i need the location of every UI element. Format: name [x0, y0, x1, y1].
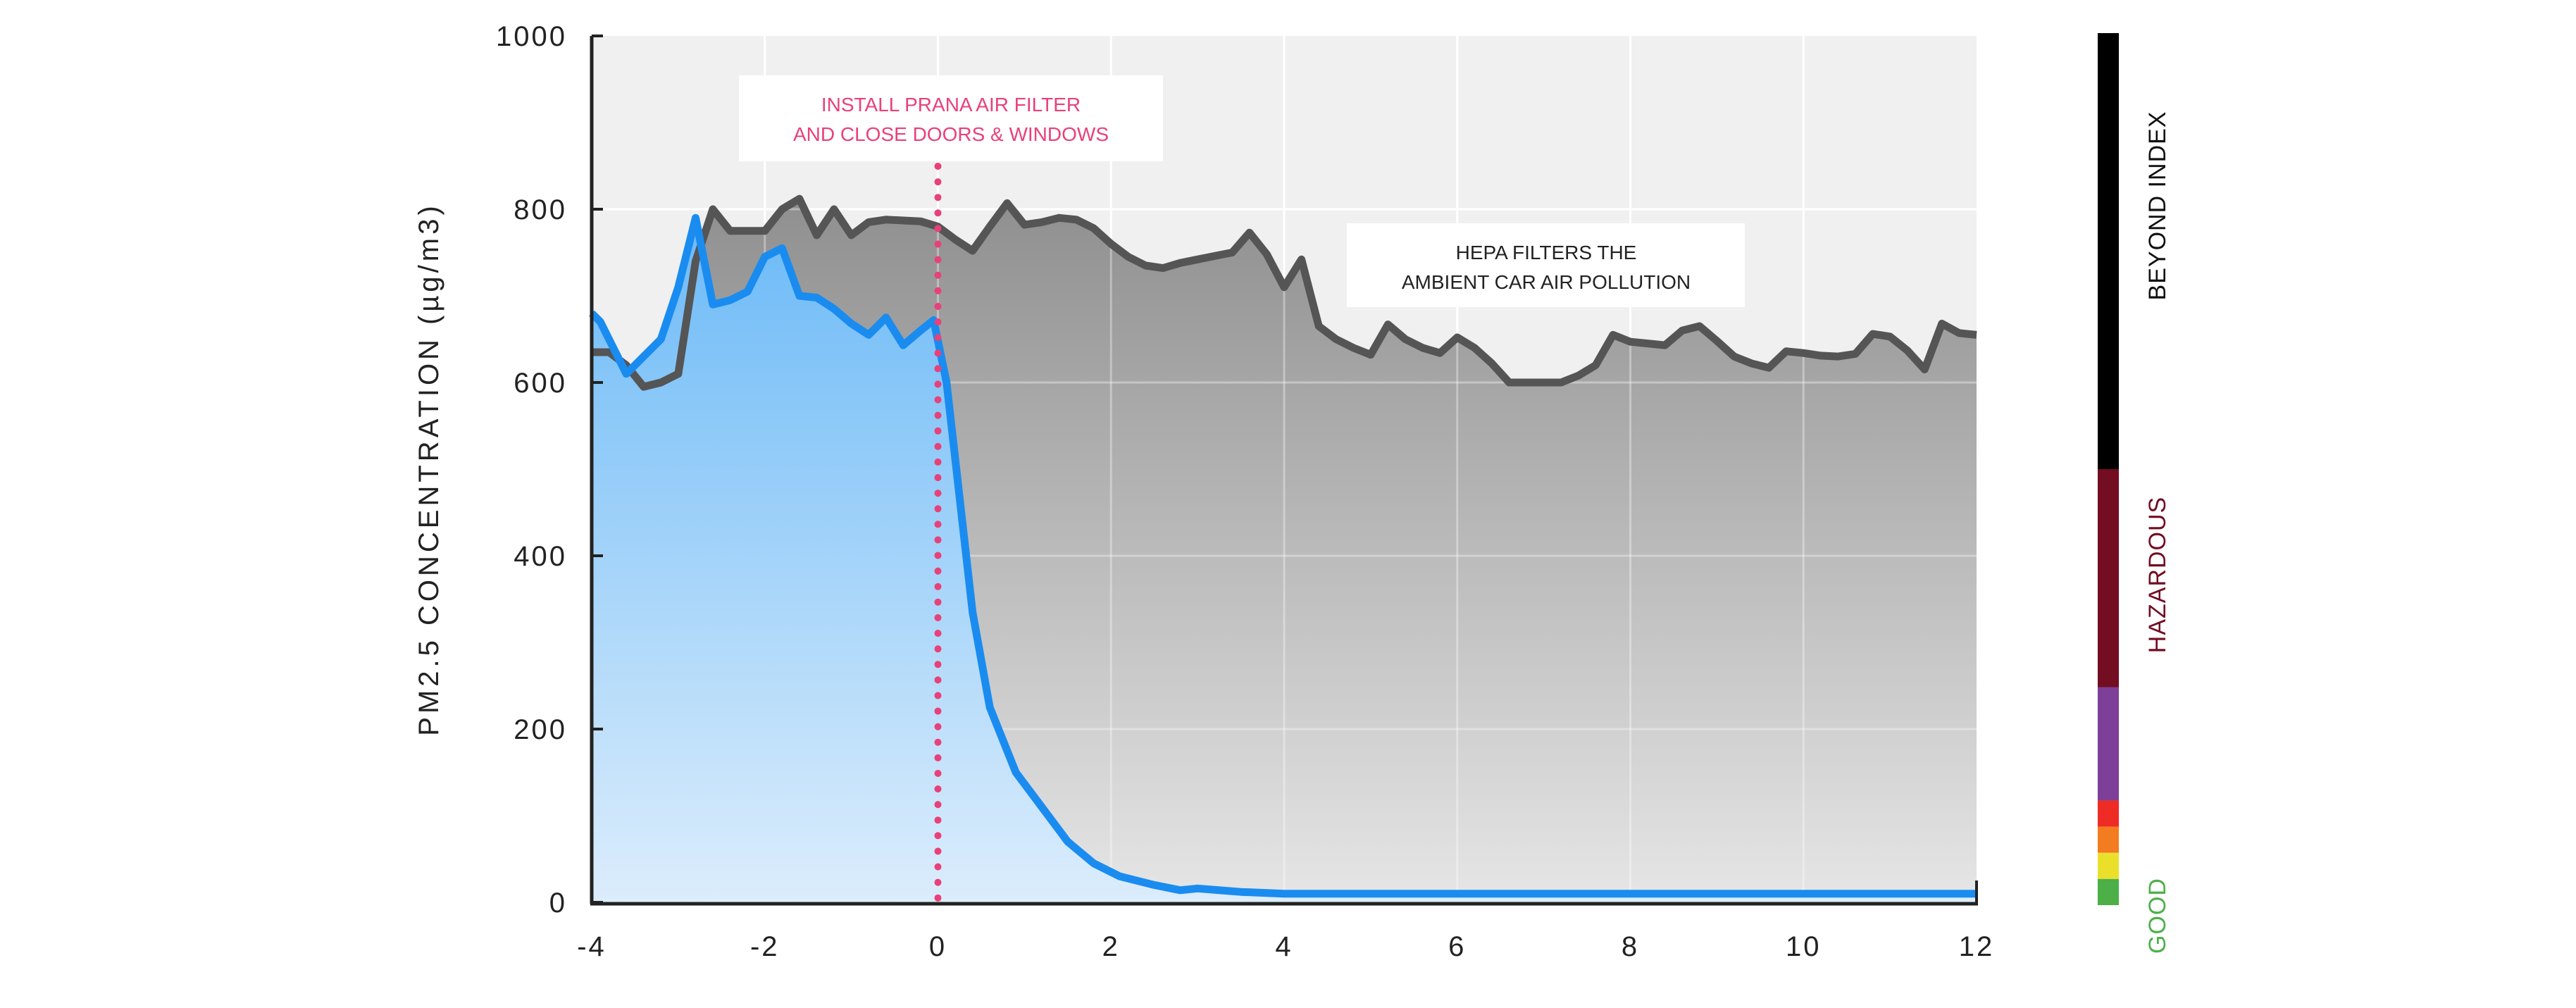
- aqi-label-beyond-index: BEYOND INDEX: [2144, 111, 2171, 301]
- filtered-series-line: [589, 213, 1977, 898]
- aqi-segment: [2098, 852, 2119, 879]
- annotation-hepa: HEPA FILTERS THE AMBIENT CAR AIR POLLUTI…: [1347, 223, 1745, 307]
- x-tick-label: 12: [1959, 931, 1995, 962]
- annotation-install-line1: INSTALL PRANA AIR FILTER: [821, 94, 1081, 116]
- annotation-hepa-line2: AMBIENT CAR AIR POLLUTION: [1402, 271, 1691, 293]
- x-tick-label: 4: [1275, 931, 1293, 962]
- aqi-segment: [2098, 33, 2119, 469]
- y-tick-label: 600: [514, 368, 567, 399]
- aqi-segment: [2098, 800, 2119, 827]
- aqi-segment: [2098, 469, 2119, 687]
- x-tick-label: 0: [929, 931, 947, 962]
- y-axis-label: PM2.5 CONCENTRATION (µg/m3): [413, 202, 444, 735]
- aqi-segment: [2098, 826, 2119, 853]
- aqi-segment: [2098, 878, 2119, 905]
- filtered-area: [592, 218, 1977, 902]
- aqi-label-hazardous: HAZARDOUS: [2144, 497, 2171, 653]
- x-tick-label: 8: [1622, 931, 1639, 962]
- x-tick-labels: -4 -2 0 2 4 6 8 10 12: [577, 931, 1995, 962]
- ambient-series-line: [592, 194, 1977, 391]
- y-tick-label: 1000: [496, 21, 567, 52]
- y-tick-label: 800: [514, 194, 567, 225]
- aqi-segment: [2098, 687, 2119, 801]
- x-tick-label: 6: [1448, 931, 1466, 962]
- x-tick-label: -2: [750, 931, 780, 962]
- x-tick-label: -4: [577, 931, 606, 962]
- y-tick-label: 400: [514, 541, 567, 572]
- annotation-install-line2: AND CLOSE DOORS & WINDOWS: [793, 123, 1109, 145]
- annotation-hepa-line1: HEPA FILTERS THE: [1456, 242, 1637, 263]
- aqi-color-scale: [2098, 33, 2119, 905]
- annotation-install: INSTALL PRANA AIR FILTER AND CLOSE DOORS…: [739, 75, 1163, 161]
- y-tick-label: 200: [514, 714, 567, 745]
- x-tick-label: 2: [1102, 931, 1120, 962]
- y-tick-labels: 0 200 400 600 800 1000: [496, 21, 603, 919]
- aqi-label-good: GOOD: [2144, 878, 2171, 954]
- y-tick-label: 0: [549, 888, 567, 919]
- x-tick-label: 10: [1786, 931, 1822, 962]
